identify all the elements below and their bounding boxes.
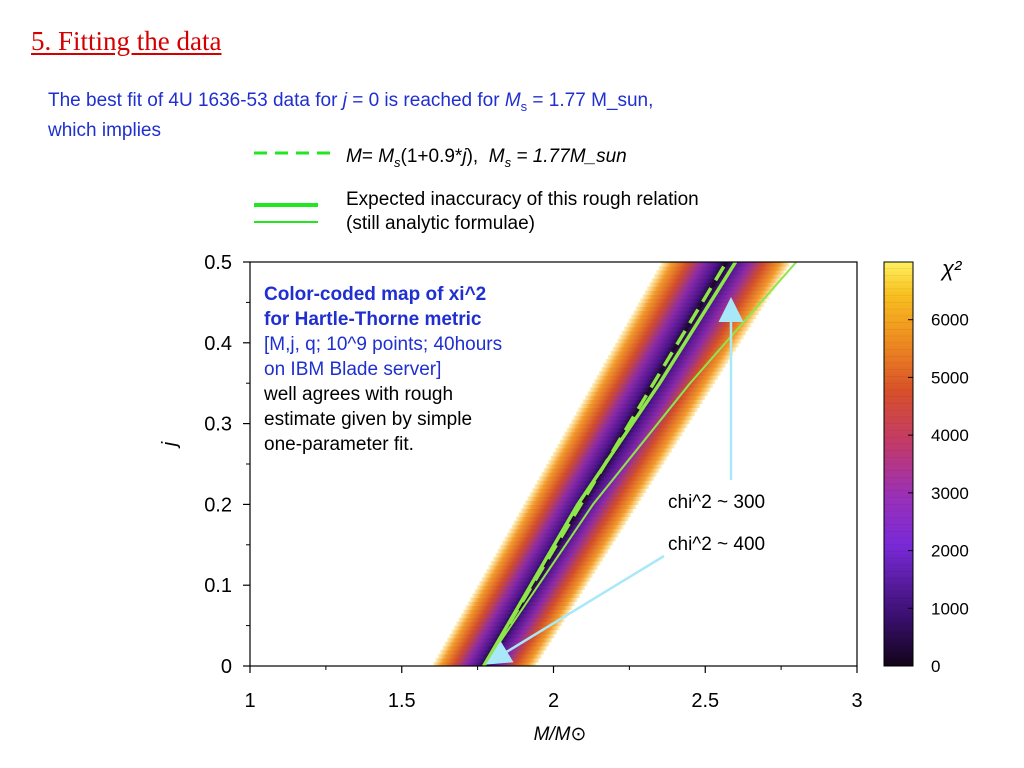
chi300-label: chi^2 ~ 300 [668,492,766,513]
annotation-line7: one-parameter fit. [264,434,414,455]
heatmap-slice [626,322,752,328]
heatmap-slice [578,407,698,413]
y-axis-label: j [159,441,181,449]
heatmap-slice [502,540,614,546]
slide-title: 5. Fitting the data [31,26,222,56]
intro-sub: s [520,98,528,114]
y-tick-label: 0 [221,656,232,678]
annotation-line4: on IBM Blade server] [264,359,442,380]
heatmap-slice [490,560,601,566]
intro-part-a: The best fit of 4U 1636-53 data for [48,90,343,111]
heatmap-slice [624,326,749,332]
heatmap-slice [516,516,629,522]
colorbar-tick-label: 3000 [931,484,969,503]
colorbar-tick-label: 4000 [931,426,969,445]
fit-line-2 [482,262,798,666]
heatmap-slice [651,278,780,283]
heatmap-slice [527,496,642,501]
colorbar-tick-label: 0 [931,657,940,676]
y-tick-label: 0.4 [204,333,232,355]
heatmap-slice [504,536,616,542]
intro-part-c: = 1.77 M_sun, [527,90,654,111]
heatmap-slice [612,346,737,352]
heatmap-slice [649,282,777,287]
heatmap-slice [587,391,708,396]
y-tick-label: 0.1 [204,575,232,597]
y-tick-label: 0.5 [204,252,232,274]
arrow-chi400 [485,554,665,665]
heatmap-slice [589,387,711,392]
heatmap-slice [635,306,762,312]
heatmap-slice [513,520,627,526]
annotation-line1: Color-coded map of xi^2 [264,284,487,305]
colorbar-tick-label: 2000 [931,542,969,561]
intro-m: M [504,90,521,111]
x-axis-label: M/M⊙ [534,724,587,745]
annotation-box: Color-coded map of xi^2 for Hartle-Thorn… [264,282,502,457]
colorbar-label: χ² [940,256,962,281]
colorbar: 0 1000 2000 3000 4000 5000 6000 χ² [883,256,969,676]
annotation-line2: for Hartle-Thorne metric [264,309,482,330]
intro-j: j [342,90,347,111]
x-tick-label: 1.5 [388,690,416,712]
annotation-line5: well agrees with rough [264,384,454,405]
colorbar-tick-label: 6000 [931,311,969,330]
heatmap-slice [575,411,696,417]
x-tick-label: 2 [548,690,559,712]
legend-solid-label: Expected inaccuracy of this rough relati… [346,189,699,234]
heatmap-slice [493,556,604,562]
colorbar-tick-label: 1000 [931,599,969,618]
fit-line-1 [482,262,738,666]
chi400-label: chi^2 ~ 400 [668,534,766,555]
legend-dashed-label: M= Ms(1+0.9*j), Ms = 1.77M_sun [346,146,627,170]
x-tick-label: 1 [244,690,255,712]
intro-text: The best fit of 4U 1636-53 data for j = … [48,89,888,143]
intro-part-b: = 0 is reached for [346,90,505,111]
heatmap-slice [637,302,765,308]
annotation-line3: [M,j, q; 10^9 points; 40hours [264,334,503,355]
colorbar-gradient-bar [883,261,914,667]
heatmap-slice [660,262,790,267]
x-tick-label: 3 [851,690,862,712]
colorbar-tick-label: 5000 [931,368,969,387]
y-tick-label: 0.2 [204,494,232,516]
legend-solid-swatch [254,203,318,223]
heatmap-slice [601,367,724,372]
heatmap-slice [598,371,721,376]
fit-lines [482,262,798,666]
heatmap-slice [614,342,739,348]
annotation-line6: estimate given by simple [264,409,473,430]
axes: 1 1.5 2 2.5 3 0 0.1 0.2 0.3 0.4 0.5 M/M⊙ j [159,252,863,745]
x-tick-label: 2.5 [691,690,719,712]
callout-arrows [485,297,744,665]
legend-dashed-swatch [254,151,334,155]
y-tick-label: 0.3 [204,414,232,436]
intro-line2: which implies [48,119,161,141]
